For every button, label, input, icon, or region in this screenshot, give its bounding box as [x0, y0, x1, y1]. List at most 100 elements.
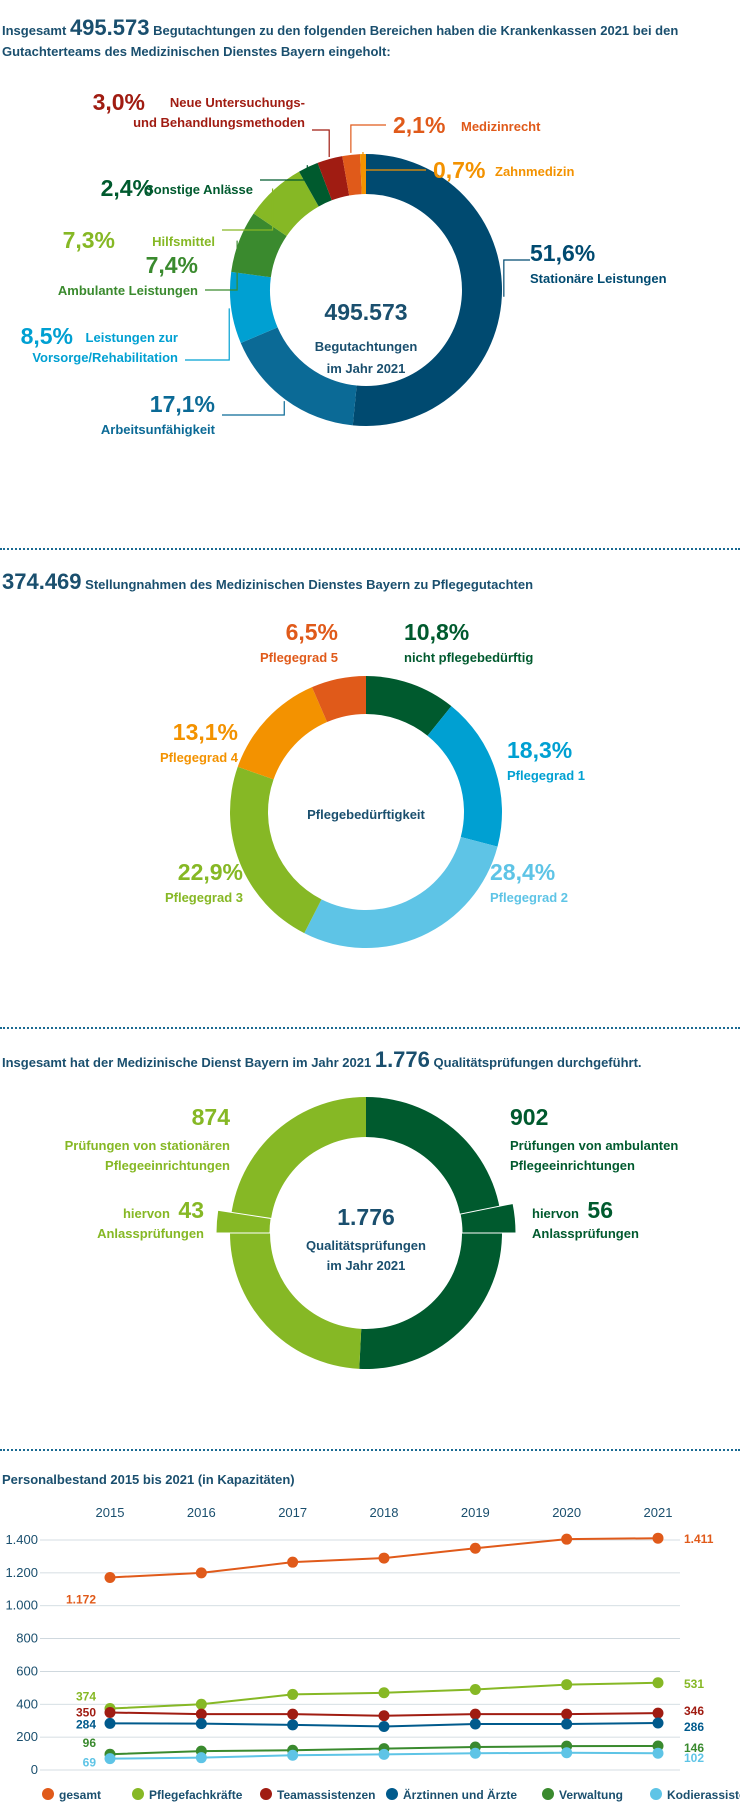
chart1-center-line2: im Jahr 2021: [327, 361, 406, 376]
section2-total: 374.469: [2, 569, 82, 594]
section1-text-line1: Begutachtungen zu den folgenden Bereiche…: [153, 23, 679, 38]
legend-marker-kodierassistenzen: [650, 1788, 662, 1800]
chart3-center-line2: im Jahr 2021: [327, 1258, 406, 1273]
point-kodierassistenzen-2018: [378, 1748, 390, 1760]
section1-heading: Insgesamt 495.573 Begutachtungen zu den …: [2, 15, 679, 41]
pct-stationäre-leistungen: 51,6%: [530, 240, 595, 266]
label-pflegegrad-1: Pflegegrad 1: [507, 768, 585, 783]
point-ärztinnen-und-ärzte-2020: [561, 1718, 573, 1730]
point-gesamt-2017: [287, 1556, 299, 1568]
end-label-teamassistenzen: 346: [684, 1704, 704, 1718]
leader-medizinrecht: [350, 124, 386, 153]
legend-label-kodierassistenzen: Kodierassistenzen: [667, 1788, 740, 1802]
pct-pflegegrad-5: 6,5%: [286, 619, 338, 645]
legend-marker-gesamt: [42, 1788, 54, 1800]
pct-sonstige-anlässe: 2,4%: [101, 175, 153, 201]
label-ambulante-leistungen: Ambulante Leistungen: [58, 283, 198, 298]
pct-zahnmedizin: 0,7%: [433, 157, 485, 183]
xtick-2018: 2018: [370, 1505, 399, 1520]
chart3-left-line1: Prüfungen von stationären: [65, 1138, 230, 1153]
donut-chart-qualitaetspruefungen: 1.776 Qualitätsprüfungen im Jahr 2021 87…: [65, 1097, 678, 1369]
label-pflegegrad-4: Pflegegrad 4: [160, 750, 239, 765]
chart3-right-sub-value: 56: [587, 1197, 613, 1223]
point-pflegefachkräfte-2020: [561, 1679, 573, 1691]
slice-pflegegrad-1: [427, 706, 502, 847]
chart3-left-sub: hiervon 43: [123, 1197, 204, 1223]
pct-neue-untersuchungs-und-behandlungsmethoden: 3,0%: [93, 89, 145, 115]
legend-marker-teamassistenzen: [260, 1788, 272, 1800]
xtick-2016: 2016: [187, 1505, 216, 1520]
leader-arbeitsunfähigkeit: [222, 401, 285, 416]
divider-3: [0, 1449, 740, 1451]
ytick-0: 0: [31, 1762, 38, 1777]
leader-neue-untersuchungs-und-behandlungsmethoden: [312, 129, 330, 157]
slice-stationäre-leistungen: [352, 154, 503, 426]
pct-medizinrecht: 2,1%: [393, 112, 445, 138]
label-medizinrecht: Medizinrecht: [461, 119, 541, 134]
slice-prüfungen-von-stationären-pflegeeinrichtungen: [230, 1097, 366, 1369]
start-label-teamassistenzen: 350: [76, 1706, 96, 1720]
end-label-kodierassistenzen: 102: [684, 1751, 704, 1765]
legend-label-gesamt: gesamt: [59, 1788, 101, 1802]
section3-text-after: Qualitätsprüfungen durchgeführt.: [433, 1055, 642, 1070]
chart3-right-line1: Prüfungen von ambulanten: [510, 1138, 678, 1153]
label-stationäre-leistungen: Stationäre Leistungen: [530, 271, 667, 286]
section4-title: Personalbestand 2015 bis 2021 (in Kapazi…: [2, 1472, 295, 1487]
slice-prüfungen-von-ambulanten-pflegeeinrichtungen: [359, 1097, 503, 1369]
chart3-right-value: 902: [510, 1104, 548, 1130]
point-pflegefachkräfte-2019: [469, 1684, 481, 1695]
start-label-gesamt: 1.172: [66, 1592, 96, 1606]
chart3-center-value: 1.776: [337, 1204, 395, 1230]
xtick-2021: 2021: [644, 1505, 673, 1520]
legend-marker-pflegefachkräfte: [132, 1788, 144, 1800]
pct-nicht-pflegebedürftig: 10,8%: [404, 619, 469, 645]
pct-pflegegrad-2: 28,4%: [490, 859, 555, 885]
leader-leistungen-zur-vorsorge-rehabilitation: [185, 308, 230, 361]
label-arbeitsunfähigkeit: Arbeitsunfähigkeit: [101, 422, 216, 437]
leader-sonstige-anlässe: [260, 165, 308, 181]
chart3-right-sub-label: Anlassprüfungen: [532, 1226, 639, 1241]
pct-pflegegrad-4: 13,1%: [173, 719, 238, 745]
point-kodierassistenzen-2021: [652, 1747, 664, 1759]
point-teamassistenzen-2015: [104, 1707, 116, 1718]
slice-pflegegrad-2: [304, 836, 498, 948]
end-label-pflegefachkräfte: 531: [684, 1677, 704, 1691]
divider-1: [0, 548, 740, 550]
line-chart-personalbestand: 0 200 400 600 800 1.000 1.200 1.400 2015 2016 2017…: [5, 1505, 740, 1802]
point-pflegefachkräfte-2021: [652, 1677, 664, 1689]
chart3-right-sub-prefix: hiervon: [532, 1206, 579, 1221]
point-ärztinnen-und-ärzte-2021: [652, 1717, 664, 1729]
point-teamassistenzen-2019: [469, 1708, 481, 1720]
donut-chart-begutachtungen: 51,6% Stationäre Leistungen 17,1% Arbeitsun…: [21, 89, 667, 437]
chart2-center-label: Pflegebedürftigkeit: [307, 807, 425, 822]
end-label-gesamt: 1.411: [684, 1532, 714, 1546]
slice-neue-untersuchungs-und-behandlungsmethoden: [317, 156, 350, 201]
point-pflegefachkräfte-2016: [195, 1698, 207, 1710]
section1-total: 495.573: [69, 15, 150, 40]
point-ärztinnen-und-ärzte-2017: [287, 1719, 299, 1731]
point-kodierassistenzen-2019: [469, 1747, 481, 1759]
ytick-1200: 1.200: [5, 1565, 38, 1580]
chart3-left-sub-value: 43: [178, 1197, 204, 1223]
leader-zahnmedizin: [362, 152, 426, 171]
slice-zahnmedizin: [360, 154, 366, 195]
ytick-600: 600: [16, 1663, 38, 1678]
legend-label-ärztinnen-und-ärzte: Ärztinnen und Ärzte: [403, 1787, 517, 1802]
ytick-800: 800: [16, 1631, 38, 1646]
point-ärztinnen-und-ärzte-2015: [104, 1717, 116, 1729]
legend-marker-ärztinnen-und-ärzte: [386, 1788, 398, 1800]
pct-arbeitsunfähigkeit: 17,1%: [150, 391, 215, 417]
ytick-200: 200: [16, 1729, 38, 1744]
label-pflegegrad-5: Pflegegrad 5: [260, 650, 338, 665]
point-teamassistenzen-2021: [652, 1707, 664, 1719]
point-ärztinnen-und-ärzte-2019: [469, 1718, 481, 1730]
leader-ambulante-leistungen: [205, 240, 238, 291]
chart3-left-sub-prefix: hiervon: [123, 1206, 170, 1221]
legend-label-teamassistenzen: Teamassistenzen: [277, 1788, 376, 1802]
ytick-400: 400: [16, 1696, 38, 1711]
label-pflegegrad-2: Pflegegrad 2: [490, 890, 568, 905]
xtick-2017: 2017: [278, 1505, 307, 1520]
slice-leistungen-zur-vorsorge-rehabilitation: [230, 271, 278, 343]
chart3-right-line2: Pflegeeinrichtungen: [510, 1158, 635, 1173]
point-kodierassistenzen-2015: [104, 1753, 116, 1765]
